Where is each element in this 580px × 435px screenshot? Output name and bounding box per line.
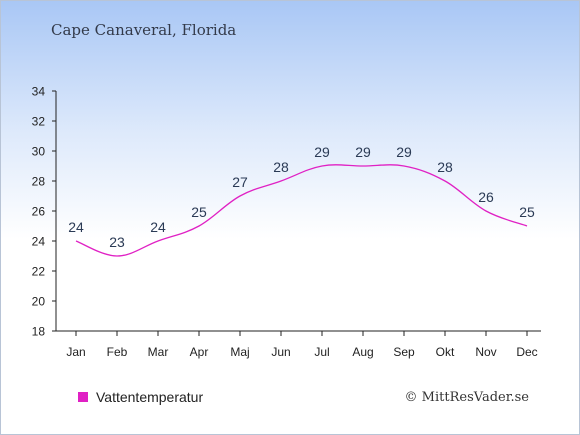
credit-text: © MittResVader.se xyxy=(404,390,529,405)
legend: Vattentemperatur xyxy=(78,389,203,405)
data-label: 24 xyxy=(150,219,166,235)
y-tick-label: 34 xyxy=(32,85,46,99)
y-tick-label: 24 xyxy=(32,235,46,249)
chart-title: Cape Canaveral, Florida xyxy=(51,21,237,39)
x-tick-label: Okt xyxy=(436,345,455,359)
y-tick-label: 30 xyxy=(32,145,46,159)
x-tick-label: Jun xyxy=(271,345,290,359)
x-tick-label: Jan xyxy=(66,345,85,359)
data-label: 25 xyxy=(519,204,535,220)
data-label: 28 xyxy=(437,159,453,175)
data-label: 29 xyxy=(314,144,330,160)
x-tick-label: Dec xyxy=(516,345,537,359)
data-label: 24 xyxy=(68,219,84,235)
x-tick-label: Maj xyxy=(230,345,249,359)
data-label: 29 xyxy=(396,144,412,160)
series-line-vattentemperatur xyxy=(75,164,528,257)
y-tick-label: 20 xyxy=(32,295,46,309)
x-tick-label: Apr xyxy=(190,345,209,359)
x-tick-label: Jul xyxy=(314,345,329,359)
data-label: 23 xyxy=(109,234,125,250)
y-tick-label: 28 xyxy=(32,175,46,189)
y-tick-label: 26 xyxy=(32,205,46,219)
data-label: 28 xyxy=(273,159,289,175)
data-label: 29 xyxy=(355,144,371,160)
x-tick-label: Mar xyxy=(148,345,169,359)
x-tick-label: Nov xyxy=(475,345,496,359)
data-label: 26 xyxy=(478,189,494,205)
y-tick-label: 22 xyxy=(32,265,46,279)
x-tick-label: Aug xyxy=(352,345,373,359)
data-label: 27 xyxy=(232,174,248,190)
x-tick-label: Feb xyxy=(107,345,128,359)
legend-label: Vattentemperatur xyxy=(96,389,204,405)
y-tick-label: 18 xyxy=(32,325,46,339)
legend-swatch xyxy=(78,392,88,402)
data-label: 25 xyxy=(191,204,207,220)
x-tick-label: Sep xyxy=(393,345,415,359)
y-tick-label: 32 xyxy=(32,115,46,129)
